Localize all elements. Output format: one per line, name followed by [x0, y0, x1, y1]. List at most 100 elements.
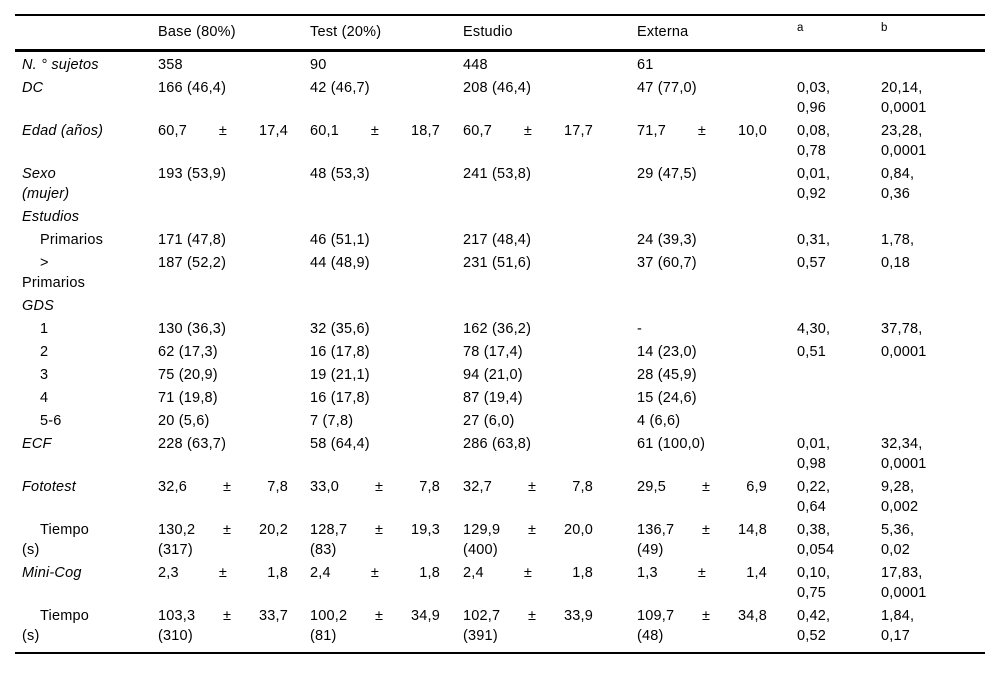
cell-value: 166 (46,4): [158, 80, 227, 96]
row-label-line: Edad (años): [22, 123, 104, 139]
row-label-fototest: Fototest: [15, 477, 158, 520]
cell-value: 20,14,: [881, 80, 923, 96]
cell-fototest-tiempo-externa: 136,7 ±14,8 (49): [637, 520, 797, 563]
value-part: ±: [223, 479, 232, 495]
cell-value: 20 (5,6): [158, 413, 210, 429]
cell-ecf-a: 0,01, 0,98: [797, 434, 881, 477]
cell-gds-1-a: 4,30,: [797, 319, 881, 342]
value-part: ±: [528, 608, 537, 624]
row-label-line: (s): [22, 542, 40, 558]
cell-value: (83): [310, 542, 337, 558]
cell-value: 0,01,: [797, 436, 831, 452]
cell-value: 0,054: [797, 542, 835, 558]
value-part: ±: [218, 565, 228, 581]
cell-fototest-tiempo-a: 0,38, 0,054: [797, 520, 881, 563]
cell-gds-2-b: 0,0001: [881, 342, 985, 365]
value-part: 100,2: [310, 608, 348, 624]
table-row-primarios: Primarios 171 (47,8) 46 (51,1) 217 (48,4) 24…: [15, 230, 985, 253]
cell-sexo-mujer-externa: 29 (47,5): [637, 164, 797, 207]
table-row-gds-1: 1 130 (36,3) 32 (35,6) 162 (36,2) - 4,30, 37,7…: [15, 319, 985, 342]
cell-value: 0,64: [797, 499, 827, 515]
cell-gds-estudio: [463, 296, 637, 319]
row-label-gds-4: 4: [15, 388, 158, 411]
mean-sd-value: 109,7 ±34,8: [637, 606, 767, 626]
cell-estudios-externa: [637, 207, 797, 230]
column-header-text: Base (80%): [158, 24, 236, 40]
cell-estudios-a: [797, 207, 881, 230]
value-part: 60,1: [310, 123, 340, 139]
cell-value: 231 (51,6): [463, 255, 532, 271]
cell-primarios-test: 46 (51,1): [310, 230, 463, 253]
cell-value: 0,002: [881, 499, 919, 515]
cell-primarios-externa: 24 (39,3): [637, 230, 797, 253]
mean-sd-value: 32,7 ±7,8: [463, 477, 593, 497]
row-label-gds-5-6: 5-6: [15, 411, 158, 434]
column-header-base: Base (80%): [158, 14, 310, 52]
cell-value: 4,30,: [797, 321, 831, 337]
cell-value: 15 (24,6): [637, 390, 697, 406]
column-header-test: Test (20%): [310, 14, 463, 52]
cell-value: 61: [637, 57, 654, 73]
cell-fototest-b: 9,28, 0,002: [881, 477, 985, 520]
cell-gds-1-estudio: 162 (36,2): [463, 319, 637, 342]
value-part: 7,8: [267, 479, 288, 495]
cell-gds-3-b: [881, 365, 985, 388]
cell-ecf-base: 228 (63,7): [158, 434, 310, 477]
value-part: 33,9: [563, 608, 593, 624]
row-label-line: Tiempo: [40, 522, 90, 538]
cell-value: 7 (7,8): [310, 413, 354, 429]
cell-gds-b: [881, 296, 985, 319]
cell-fototest-externa: 29,5 ±6,9: [637, 477, 797, 520]
cell-n-sujetos-test: 90: [310, 51, 463, 79]
row-label-edad: Edad (años): [15, 121, 158, 164]
cell-estudios-estudio: [463, 207, 637, 230]
value-part: 19,3: [410, 522, 440, 538]
cell-value: 14 (23,0): [637, 344, 697, 360]
mean-sd-value: 29,5 ±6,9: [637, 477, 767, 497]
value-part: 6,9: [746, 479, 767, 495]
cell-ecf-externa: 61 (100,0): [637, 434, 797, 477]
cell-gds-2-externa: 14 (23,0): [637, 342, 797, 365]
cell-value: 44 (48,9): [310, 255, 370, 271]
value-part: 17,4: [258, 123, 288, 139]
cell-value: 0,57: [797, 255, 827, 271]
table-row-dc: DC 166 (46,4) 42 (46,7) 208 (46,4) 47 (77,0)…: [15, 78, 985, 121]
cell-value: 16 (17,8): [310, 344, 370, 360]
cell-value: 29 (47,5): [637, 166, 697, 182]
cell-fototest-tiempo-test: 128,7 ±19,3 (83): [310, 520, 463, 563]
cell-fototest-estudio: 32,7 ±7,8: [463, 477, 637, 520]
cell-value: 9,28,: [881, 479, 915, 495]
cell-fototest-test: 33,0 ±7,8: [310, 477, 463, 520]
cell-value: 358: [158, 57, 183, 73]
row-label-line: Estudios: [22, 209, 80, 225]
cell-gds-4-test: 16 (17,8): [310, 388, 463, 411]
table-row-fototest: Fototest 32,6 ±7,8 33,0 ±7,8 32,7 ±7,8 29,5 ±6,9…: [15, 477, 985, 520]
cell-value: -: [637, 321, 643, 337]
value-part: ±: [702, 479, 711, 495]
value-part: 60,7: [158, 123, 188, 139]
cell-mini-cog-tiempo-test: 100,2 ±34,9 (81): [310, 606, 463, 654]
column-header-empty: [15, 14, 158, 52]
cell-value: 0,75: [797, 585, 827, 601]
value-part: 128,7: [310, 522, 348, 538]
cell-gds-5-6-a: [797, 411, 881, 434]
column-header-estudio: Estudio: [463, 14, 637, 52]
value-part: 2,4: [463, 565, 484, 581]
row-label-line: Fototest: [22, 479, 76, 495]
mean-sd-value: 71,7 ±10,0: [637, 121, 767, 141]
column-header-text: Externa: [637, 24, 689, 40]
value-part: ±: [702, 608, 711, 624]
cell-value: 0,0001: [881, 100, 927, 116]
value-part: 34,9: [410, 608, 440, 624]
cell-dc-test: 42 (46,7): [310, 78, 463, 121]
mean-sd-value: 60,1 ±18,7: [310, 121, 440, 141]
mean-sd-value: 136,7 ±14,8: [637, 520, 767, 540]
cell-gds-5-6-b: [881, 411, 985, 434]
cell-value: 0,84,: [881, 166, 915, 182]
cell-value: (391): [463, 628, 498, 644]
cell-value: 62 (17,3): [158, 344, 218, 360]
cell-value: 193 (53,9): [158, 166, 227, 182]
cell-fototest-base: 32,6 ±7,8: [158, 477, 310, 520]
row-label-line: Tiempo: [40, 608, 90, 624]
cell-gds-4-externa: 15 (24,6): [637, 388, 797, 411]
